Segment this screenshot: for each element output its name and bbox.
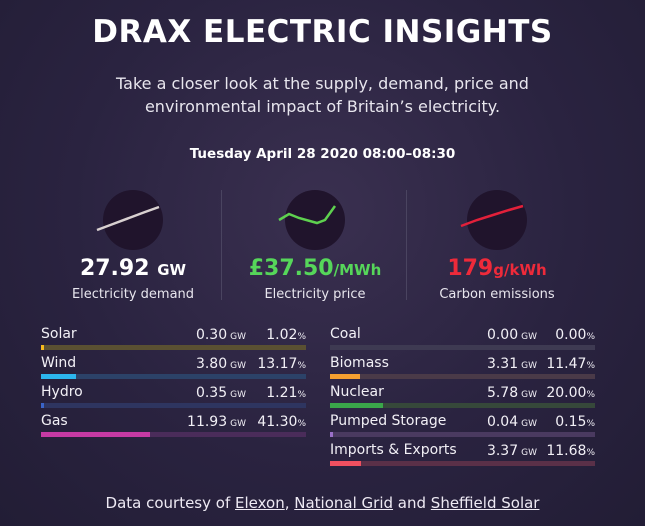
source-bar	[41, 374, 306, 379]
source-name: Imports & Exports	[330, 442, 457, 458]
price-label: Electricity price	[264, 287, 366, 302]
carbon-value: 179g/kWh	[432, 256, 562, 281]
source-pct: 20.00%	[546, 385, 595, 401]
source-name: Gas	[41, 413, 68, 429]
datetime-label: Tuesday April 28 2020 08:00–08:30	[189, 146, 456, 162]
page-subtitle: Take a closer look at the supply, demand…	[0, 72, 645, 118]
source-gw: 0.30 GW	[195, 327, 246, 343]
source-bar	[330, 403, 595, 408]
subtitle-line-2: environmental impact of Britain’s electr…	[144, 97, 501, 116]
generation-table-right: Coal 0.00 GW 0.00% Biomass 3.31 GW 11.47% …	[330, 324, 595, 469]
source-row-wind[interactable]: Wind 3.80 GW 13.17%	[41, 353, 306, 382]
credits-separator: ,	[284, 494, 295, 512]
demand-unit: GW	[157, 261, 187, 279]
source-bar	[330, 432, 595, 437]
source-bar	[41, 345, 306, 350]
source-row-biomass[interactable]: Biomass 3.31 GW 11.47%	[330, 353, 595, 382]
metric-demand: 27.92 GW Electricity demand	[68, 190, 198, 302]
source-row-coal[interactable]: Coal 0.00 GW 0.00%	[330, 324, 595, 353]
source-name: Biomass	[330, 355, 389, 371]
carbon-unit: g/kWh	[493, 261, 547, 279]
price-unit: /MWh	[333, 261, 382, 279]
demand-value: 27.92 GW	[68, 256, 198, 281]
source-bar	[330, 461, 595, 466]
source-gw: 0.35 GW	[195, 385, 246, 401]
carbon-sparkline-icon	[460, 204, 524, 228]
demand-label: Electricity demand	[71, 287, 195, 302]
source-gw: 5.78 GW	[486, 385, 537, 401]
divider	[221, 190, 222, 300]
price-number: £37.50	[248, 256, 334, 281]
source-gw: 0.00 GW	[486, 327, 537, 343]
source-pct: 13.17%	[257, 356, 306, 372]
source-gw: 0.04 GW	[486, 414, 537, 430]
demand-sparkline-icon	[96, 205, 160, 232]
source-name: Nuclear	[330, 384, 384, 400]
elexon-link[interactable]: Elexon	[235, 494, 285, 512]
credits-prefix: Data courtesy of	[105, 494, 235, 512]
divider	[406, 190, 407, 300]
source-pct: 41.30%	[257, 414, 306, 430]
source-gw: 11.93 GW	[187, 414, 246, 430]
demand-sparkline	[96, 190, 163, 250]
source-row-imports-exports[interactable]: Imports & Exports 3.37 GW 11.68%	[330, 440, 595, 469]
source-row-solar[interactable]: Solar 0.30 GW 1.02%	[41, 324, 306, 353]
source-pct: 0.15%	[555, 414, 595, 430]
metric-price: £37.50/MWh Electricity price	[245, 190, 385, 302]
metric-carbon: 179g/kWh Carbon emissions	[432, 190, 562, 302]
source-bar	[330, 345, 595, 350]
carbon-number: 179	[447, 256, 494, 281]
source-pct: 0.00%	[555, 327, 595, 343]
source-pct: 1.21%	[266, 385, 306, 401]
source-gw: 3.37 GW	[486, 443, 537, 459]
source-pct: 11.47%	[546, 356, 595, 372]
source-row-hydro[interactable]: Hydro 0.35 GW 1.21%	[41, 382, 306, 411]
price-sparkline	[278, 190, 345, 250]
source-bar	[330, 374, 595, 379]
sheffield-solar-link[interactable]: Sheffield Solar	[430, 494, 540, 512]
national-grid-link[interactable]: National Grid	[294, 494, 394, 512]
data-credits: Data courtesy of Elexon, National Grid a…	[0, 494, 645, 512]
source-row-gas[interactable]: Gas 11.93 GW 41.30%	[41, 411, 306, 440]
page-title: DRAX ELECTRIC INSIGHTS	[92, 14, 553, 50]
credits-separator: and	[393, 494, 431, 512]
source-gw: 3.31 GW	[486, 356, 537, 372]
source-gw: 3.80 GW	[195, 356, 246, 372]
source-name: Solar	[41, 326, 77, 342]
subtitle-line-1: Take a closer look at the supply, demand…	[116, 74, 529, 93]
price-value: £37.50/MWh	[245, 256, 385, 281]
source-bar	[41, 432, 306, 437]
carbon-label: Carbon emissions	[439, 287, 555, 302]
source-pct: 1.02%	[266, 327, 306, 343]
source-name: Coal	[330, 326, 361, 342]
source-name: Wind	[41, 355, 77, 371]
source-row-pumped-storage[interactable]: Pumped Storage 0.04 GW 0.15%	[330, 411, 595, 440]
carbon-sparkline	[460, 190, 527, 250]
demand-number: 27.92	[79, 256, 150, 281]
source-name: Hydro	[41, 384, 83, 400]
source-name: Pumped Storage	[330, 413, 447, 429]
source-row-nuclear[interactable]: Nuclear 5.78 GW 20.00%	[330, 382, 595, 411]
generation-table-left: Solar 0.30 GW 1.02% Wind 3.80 GW 13.17% Hy…	[41, 324, 306, 440]
price-sparkline-icon	[278, 205, 337, 225]
source-pct: 11.68%	[546, 443, 595, 459]
source-bar	[41, 403, 306, 408]
